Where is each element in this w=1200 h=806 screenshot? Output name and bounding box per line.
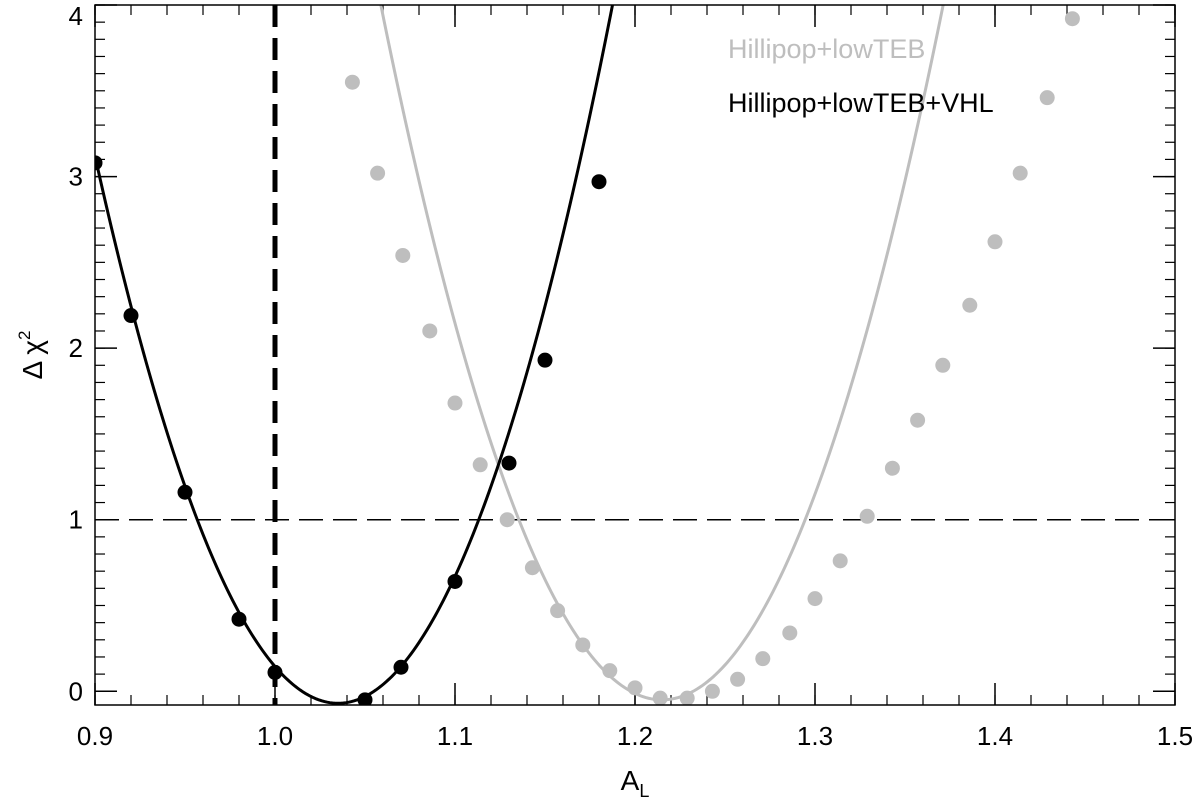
data-point [177,484,193,500]
y-tick-label: 0 [69,676,83,706]
y-axis-label-sup: 2 [15,331,34,340]
data-point [267,664,283,680]
data-point [962,297,978,313]
data-point [344,74,360,90]
data-point [832,553,848,569]
y-tick-label: 4 [69,1,83,31]
data-point [472,457,488,473]
data-point [591,174,607,190]
data-point [652,690,668,705]
y-tick-label: 3 [69,162,83,192]
data-point [447,395,463,411]
series-1 [95,5,615,705]
data-point [1039,90,1055,106]
data-point [393,659,409,675]
data-point [524,560,540,576]
x-tick-label: 1.1 [437,721,473,751]
data-point [231,611,247,627]
data-point [987,234,1003,250]
data-point [95,155,103,171]
legend-entry-hillipop-lowteb: Hillipop+lowTEB [728,34,925,64]
data-point [537,352,553,368]
legend: Hillipop+lowTEB Hillipop+lowTEB+VHL [728,34,994,118]
data-point [395,247,411,263]
major-ticks [94,4,1176,705]
data-point [550,603,566,619]
data-point [910,412,926,428]
data-point [499,512,515,528]
y-tick-label: 1 [69,505,83,535]
x-tick-labels: 0.9 1.0 1.1 1.2 1.3 1.4 1.5 [77,721,1193,751]
data-point [1064,11,1080,27]
y-tick-labels: 0 1 2 3 4 [69,1,83,706]
data-point [704,683,720,699]
data-point [627,680,643,696]
data-point [1012,165,1028,181]
legend-entry-hillipop-lowteb-vhl: Hillipop+lowTEB+VHL [728,88,994,118]
x-axis-label-sub: L [639,781,649,801]
x-axis-label: AL [621,765,650,801]
x-tick-label: 1.4 [977,721,1013,751]
minor-ticks [94,4,1176,705]
series-0 [344,5,1080,705]
x-axis-label-main: A [621,765,640,796]
data-point [679,690,695,705]
series-layer [95,5,1080,705]
y-tick-label: 2 [69,333,83,363]
data-point [447,573,463,589]
x-tick-label: 1.0 [257,721,293,751]
x-tick-label: 1.2 [617,721,653,751]
data-point [884,460,900,476]
y-axis-label-delta: Δ [17,361,48,380]
series-line [95,5,615,705]
data-point [782,625,798,641]
data-point [755,651,771,667]
data-point [123,308,139,324]
data-point [370,165,386,181]
data-point [807,591,823,607]
x-tick-label: 1.3 [797,721,833,751]
x-tick-label: 0.9 [77,721,113,751]
data-point [357,692,373,705]
plot-frame [94,4,1176,706]
data-point [602,663,618,679]
y-axis-label: Δχ2 [15,331,48,380]
x-tick-label: 1.5 [1157,721,1193,751]
data-point [859,508,875,524]
data-point [575,637,591,653]
data-point [501,455,517,471]
data-point [422,323,438,339]
data-point [935,357,951,373]
y-axis-label-chi: χ [17,340,48,355]
data-point [730,671,746,687]
